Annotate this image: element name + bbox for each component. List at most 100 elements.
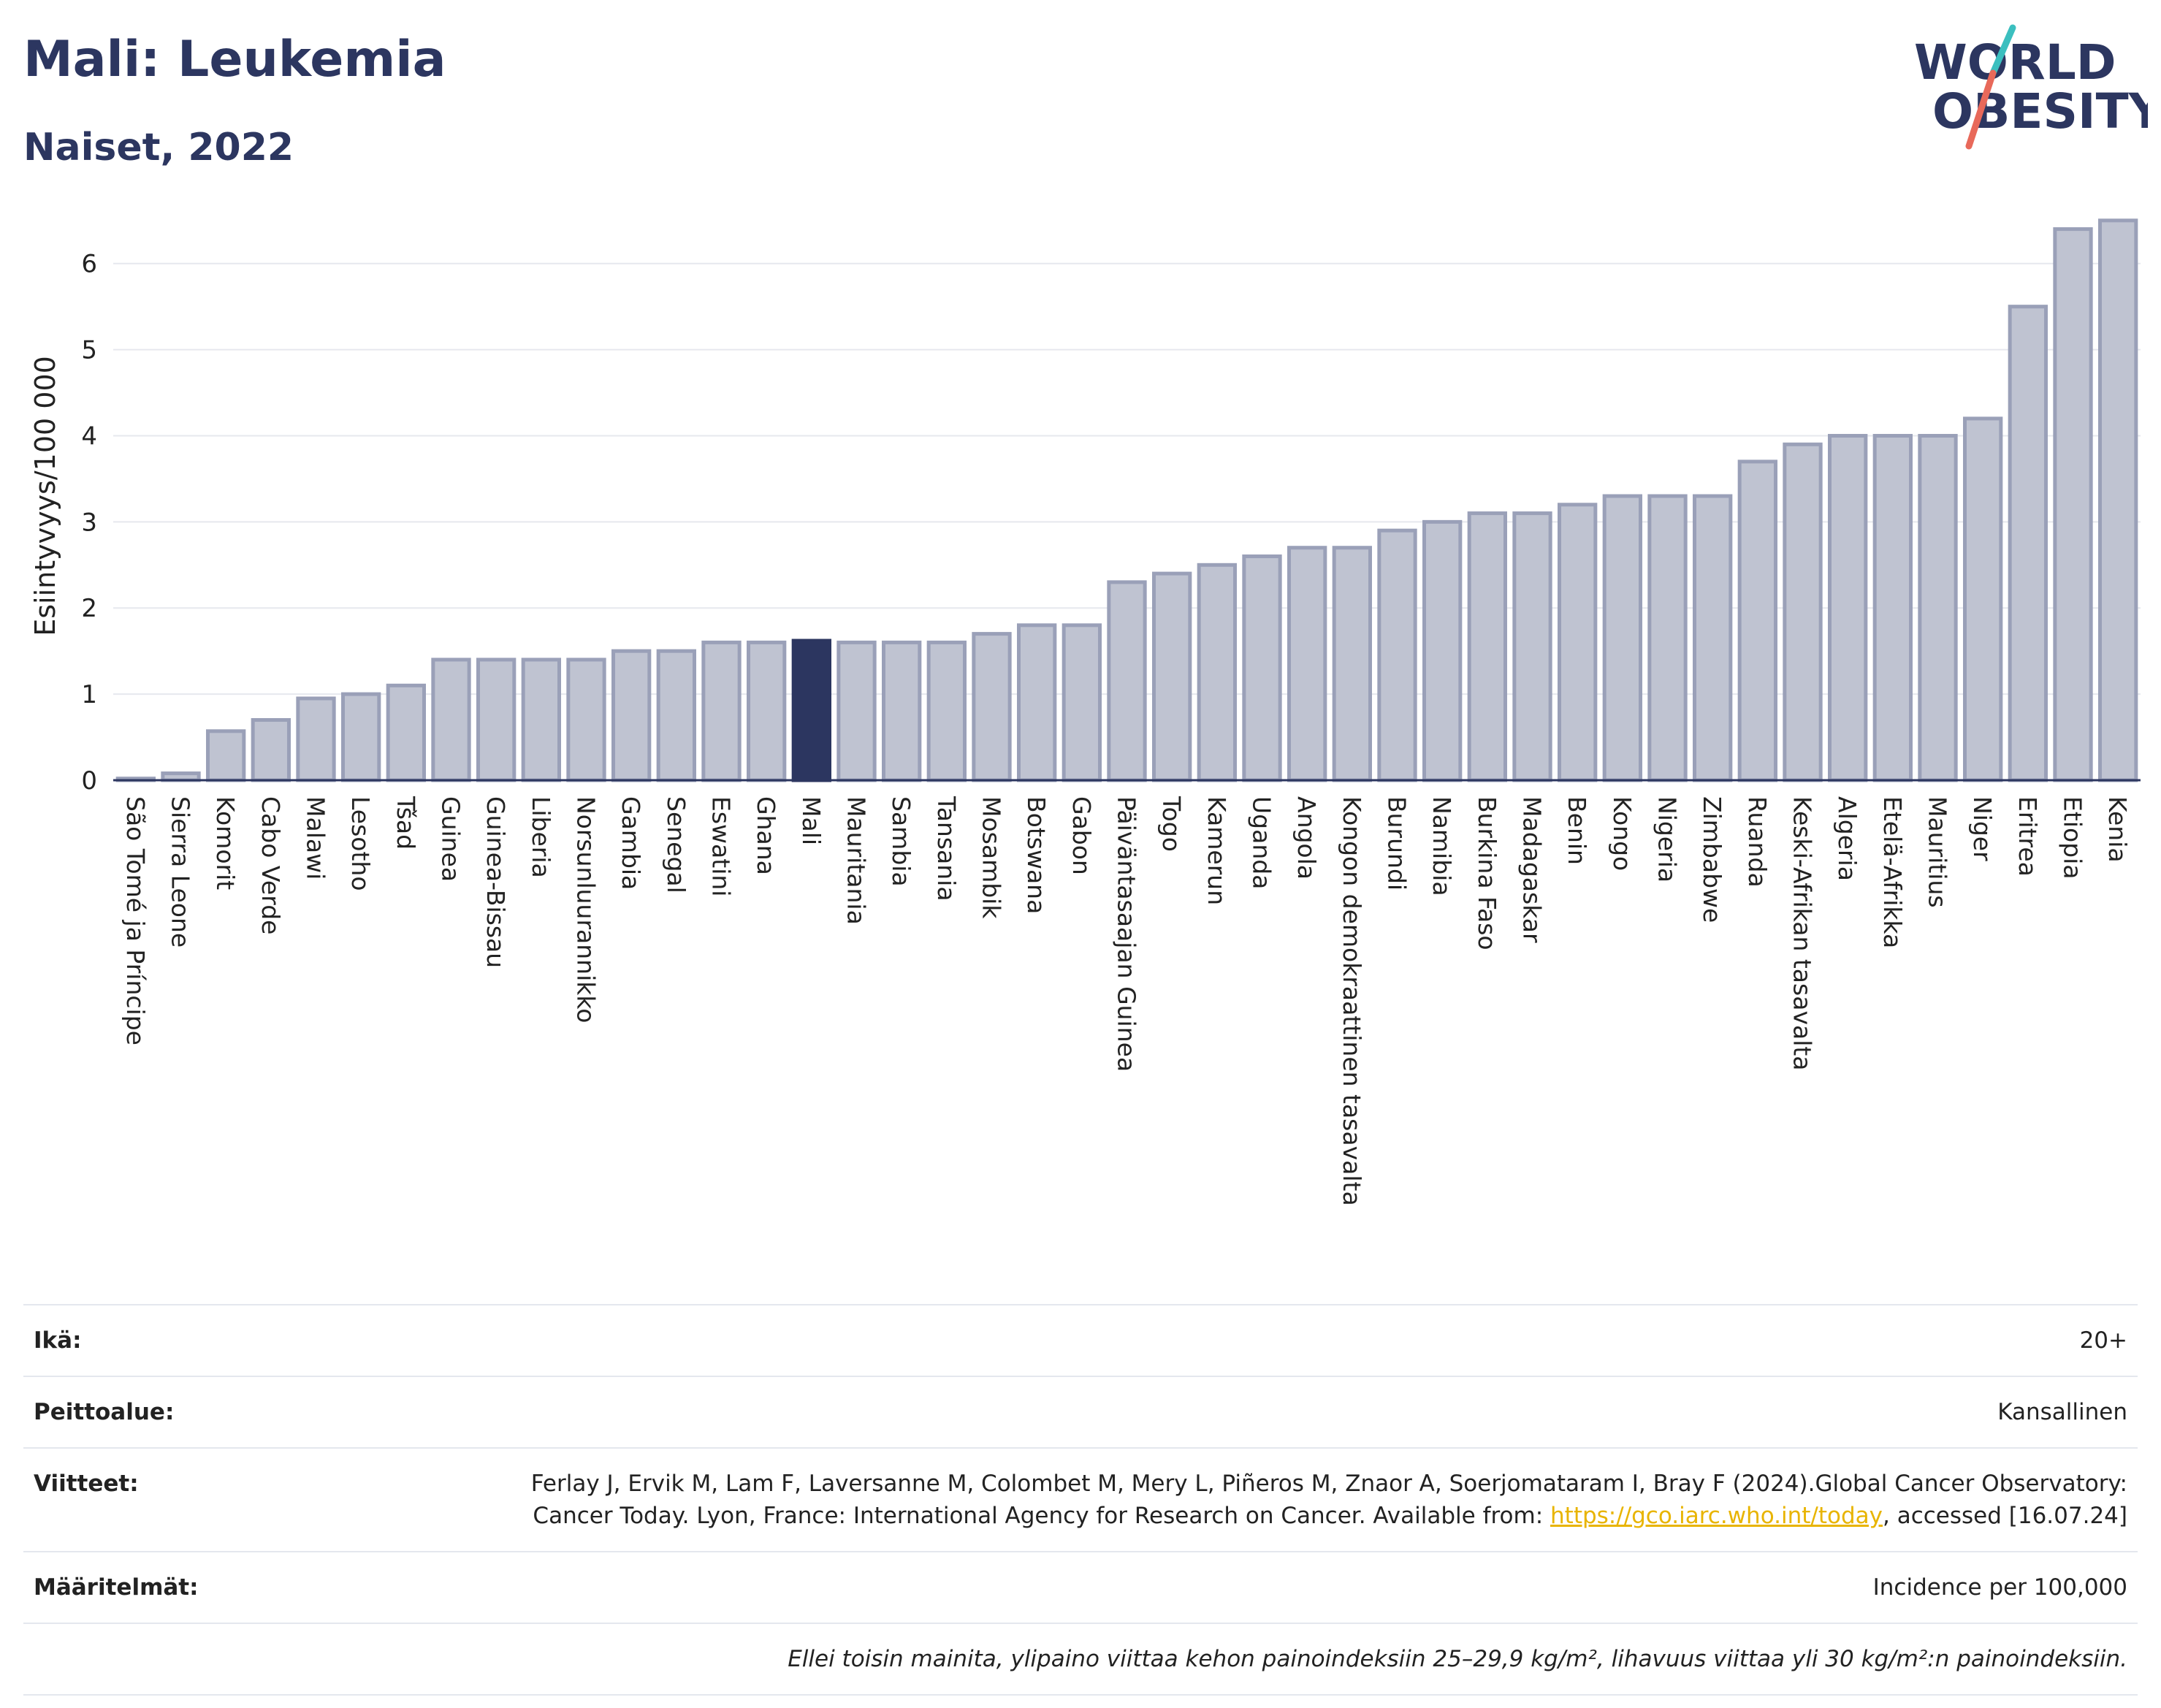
x-tick-label: Angola bbox=[1292, 796, 1321, 880]
page-subtitle: Naiset, 2022 bbox=[23, 126, 294, 169]
age-label: Ikä: bbox=[34, 1327, 82, 1354]
x-tick-label: Guinea bbox=[437, 796, 465, 882]
definitions-value: Incidence per 100,000 bbox=[1872, 1574, 2127, 1601]
definitions-label: Määritelmät: bbox=[34, 1574, 199, 1601]
info-row-note: Ellei toisin mainita, ylipaino viittaa k… bbox=[23, 1623, 2138, 1696]
footnote: Ellei toisin mainita, ylipaino viittaa k… bbox=[788, 1646, 2127, 1672]
references-value: Ferlay J, Ervik M, Lam F, Laversanne M, … bbox=[447, 1468, 2127, 1532]
x-tick-label: Kamerun bbox=[1203, 796, 1231, 905]
bar bbox=[341, 692, 381, 782]
bar bbox=[882, 640, 922, 782]
bar bbox=[431, 657, 471, 782]
x-tick-label: Gabon bbox=[1067, 796, 1096, 875]
bar bbox=[1422, 519, 1463, 782]
bar bbox=[1107, 580, 1147, 782]
bar bbox=[701, 640, 742, 782]
age-value: 20+ bbox=[2079, 1327, 2127, 1354]
x-tick-label: Ghana bbox=[752, 796, 780, 875]
info-table: Ikä: 20+ Peittoalue: Kansallinen Viittee… bbox=[23, 1304, 2138, 1696]
bar bbox=[1332, 546, 1372, 782]
logo-line-1: WORLD bbox=[1914, 34, 2116, 91]
bar bbox=[791, 638, 831, 782]
bar bbox=[2008, 305, 2048, 782]
references-accessed: , accessed [16.07.24] bbox=[1882, 1503, 2127, 1529]
x-tick-label: Uganda bbox=[1248, 796, 1276, 889]
bar bbox=[1467, 511, 1507, 782]
bar bbox=[1783, 442, 1823, 782]
x-tick-label: Zimbabwe bbox=[1698, 796, 1726, 923]
x-tick-label: Benin bbox=[1563, 796, 1591, 865]
bar bbox=[1647, 494, 1688, 782]
x-tick-label: Sierra Leone bbox=[167, 796, 195, 948]
info-row-definitions: Määritelmät: Incidence per 100,000 bbox=[23, 1551, 2138, 1623]
bar bbox=[2053, 227, 2093, 782]
bar bbox=[1062, 623, 1102, 782]
references-label: Viitteet: bbox=[34, 1471, 139, 1497]
x-tick-label: Etiopia bbox=[2059, 796, 2087, 880]
x-tick-label: Mauritania bbox=[842, 796, 871, 925]
y-tick-label: 5 bbox=[81, 336, 97, 365]
x-tick-label: Gambia bbox=[617, 796, 645, 890]
y-tick-label: 0 bbox=[81, 766, 97, 796]
x-tick-label: Lesotho bbox=[346, 796, 375, 891]
bar bbox=[926, 640, 967, 782]
bar bbox=[1197, 563, 1237, 782]
bar bbox=[1512, 511, 1552, 782]
bar bbox=[566, 657, 606, 782]
x-tick-label: Eswatini bbox=[707, 796, 736, 896]
y-tick-label: 1 bbox=[81, 680, 97, 709]
bar bbox=[1152, 571, 1192, 782]
x-tick-label: Tansania bbox=[932, 796, 961, 901]
bar bbox=[1558, 503, 1598, 782]
logo-line-2: OBESITY bbox=[1932, 83, 2148, 140]
references-link[interactable]: https://gco.iarc.who.int/today bbox=[1550, 1503, 1883, 1529]
coverage-value: Kansallinen bbox=[1997, 1399, 2127, 1425]
bar bbox=[656, 649, 697, 782]
bar bbox=[296, 696, 336, 782]
logo-slash-top bbox=[1989, 24, 2016, 77]
x-tick-label: Ruanda bbox=[1743, 796, 1772, 888]
x-tick-label: Nigeria bbox=[1653, 796, 1682, 882]
bar bbox=[747, 640, 787, 782]
x-tick-label: Mosambik bbox=[977, 796, 1006, 919]
page-title: Mali: Leukemia bbox=[23, 31, 446, 88]
x-tick-label: Kongon demokraattinen tasavalta bbox=[1338, 796, 1366, 1206]
bar bbox=[1693, 494, 1733, 782]
info-row-age: Ikä: 20+ bbox=[23, 1304, 2138, 1376]
bar bbox=[1872, 433, 1913, 782]
x-tick-label: Namibia bbox=[1428, 796, 1456, 896]
x-tick-label: Liberia bbox=[527, 796, 555, 878]
y-tick-label: 3 bbox=[81, 508, 97, 537]
bar bbox=[1377, 528, 1417, 782]
bar bbox=[1737, 460, 1778, 782]
bar bbox=[611, 649, 652, 782]
y-axis-label: Esiintyvyys/100 000 bbox=[29, 356, 61, 636]
y-tick-label: 4 bbox=[81, 422, 97, 451]
x-tick-label: Madagaskar bbox=[1518, 796, 1547, 943]
coverage-label: Peittoalue: bbox=[34, 1399, 175, 1425]
bar bbox=[206, 729, 246, 782]
bar bbox=[1017, 623, 1057, 782]
x-tick-label: Senegal bbox=[662, 796, 690, 893]
x-tick-label: Malawi bbox=[302, 796, 330, 880]
x-tick-label: Niger bbox=[1968, 796, 1997, 861]
bar bbox=[972, 632, 1012, 782]
references-text: Ferlay J, Ervik M, Lam F, Laversanne M, … bbox=[530, 1471, 2127, 1529]
bar bbox=[476, 657, 517, 782]
bar bbox=[1287, 546, 1327, 782]
y-tick-label: 2 bbox=[81, 594, 97, 623]
x-tick-label: Sambia bbox=[887, 796, 915, 887]
bar bbox=[251, 717, 291, 782]
bar-chart: 0 1 2 3 4 5 6 Esiintyvyys/100 000 São Tomé ja Pr… bbox=[29, 218, 2141, 1206]
x-tick-label: Burundi bbox=[1383, 796, 1411, 891]
x-tick-label: Tšad bbox=[392, 796, 420, 850]
x-tick-label: Päiväntasaajan Guinea bbox=[1113, 796, 1141, 1072]
x-tick-label: Etelä-Afrikka bbox=[1878, 796, 1907, 948]
x-tick-label: Guinea-Bissau bbox=[481, 796, 510, 968]
x-tick-label: Kenia bbox=[2103, 796, 2132, 863]
x-tick-label: Kongo bbox=[1608, 796, 1636, 871]
bar bbox=[521, 657, 562, 782]
bar bbox=[1242, 554, 1282, 782]
bar bbox=[1918, 433, 1958, 782]
x-tick-label: Norsunluurannikko bbox=[572, 796, 601, 1023]
